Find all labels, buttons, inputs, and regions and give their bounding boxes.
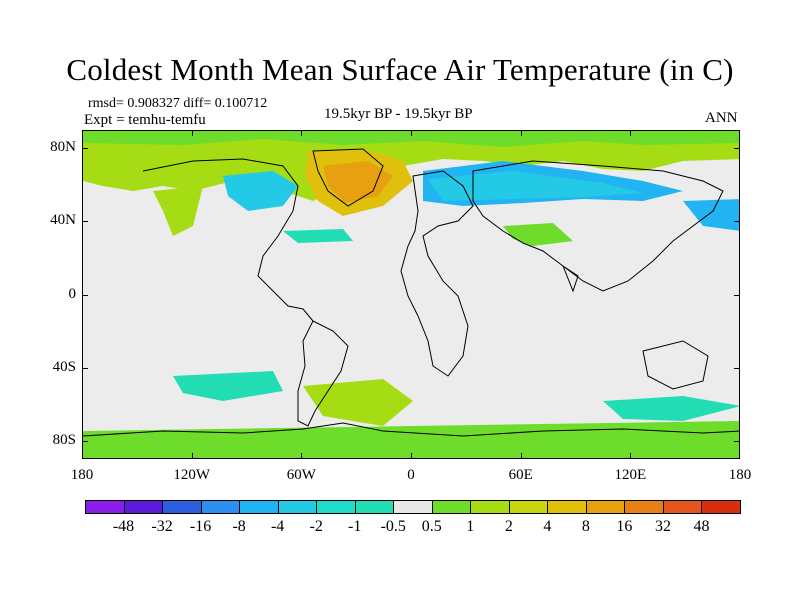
colorbar-label: -1 xyxy=(348,518,362,535)
colorbar-swatch xyxy=(277,500,318,514)
y-tick-label: 80S xyxy=(52,431,76,448)
y-tick-mark xyxy=(734,148,740,150)
anomaly-field xyxy=(83,131,739,458)
y-tick-mark xyxy=(734,294,740,296)
colorbar-label: 0.5 xyxy=(421,518,442,535)
x-tick-mark xyxy=(630,130,632,136)
colorbar-swatch xyxy=(701,500,741,514)
y-tick-mark xyxy=(734,367,740,369)
x-tick-mark xyxy=(301,453,303,459)
colorbar xyxy=(85,500,741,516)
rmsd-diff-stats: rmsd= 0.908327 diff= 0.100712 xyxy=(88,96,268,111)
colorbar-label: 2 xyxy=(504,518,513,535)
colorbar-label: 48 xyxy=(693,518,710,535)
colorbar-swatch xyxy=(508,500,549,514)
colorbar-swatch xyxy=(662,500,703,514)
x-tick-mark xyxy=(411,453,412,459)
colorbar-swatch xyxy=(431,500,472,514)
colorbar-swatch xyxy=(547,500,587,514)
colorbar-swatch xyxy=(470,500,510,514)
map-plot-area xyxy=(82,130,740,459)
colorbar-swatch xyxy=(123,500,164,514)
colorbar-label: 8 xyxy=(581,518,590,535)
colorbar-swatch xyxy=(624,500,664,514)
colorbar-label: 1 xyxy=(466,518,475,535)
colorbar-swatch xyxy=(585,500,626,514)
colorbar-label: -0.5 xyxy=(380,518,406,535)
colorbar-label: -16 xyxy=(189,518,212,535)
y-tick-mark xyxy=(82,148,88,150)
x-tick-mark xyxy=(82,130,83,136)
y-tick-label: 80N xyxy=(50,139,76,156)
x-tick-label: 120E xyxy=(614,467,647,483)
x-tick-mark xyxy=(630,453,632,459)
x-tick-label: 60W xyxy=(286,467,316,483)
colorbar-label: -8 xyxy=(232,518,246,535)
colorbar-swatch xyxy=(162,500,202,514)
y-tick-mark xyxy=(82,221,88,223)
x-tick-label: 60E xyxy=(508,467,533,483)
map-title: Coldest Month Mean Surface Air Temperatu… xyxy=(66,52,734,87)
x-tick-label: 120W xyxy=(173,467,210,483)
season-label: ANN xyxy=(705,110,738,126)
x-tick-mark xyxy=(520,453,522,459)
colorbar-swatch xyxy=(316,500,356,514)
y-tick-mark xyxy=(82,294,88,296)
y-tick-label: 40N xyxy=(50,212,76,229)
map-svg xyxy=(83,131,739,458)
y-tick-mark xyxy=(734,440,740,442)
colorbar-swatch xyxy=(85,500,125,514)
colorbar-swatch xyxy=(239,500,279,514)
colorbar-label: -32 xyxy=(151,518,173,535)
x-tick-label: 180 xyxy=(70,467,94,483)
coastlines xyxy=(83,148,739,437)
x-tick-mark xyxy=(82,453,83,459)
x-tick-mark xyxy=(411,130,412,136)
y-tick-label: 40S xyxy=(52,358,76,375)
y-tick-mark xyxy=(82,440,88,442)
colorbar-swatch xyxy=(200,500,241,514)
colorbar-swatch xyxy=(393,500,433,514)
colorbar-label: 32 xyxy=(654,518,671,535)
x-tick-mark xyxy=(191,130,193,136)
x-tick-mark xyxy=(520,130,522,136)
colorbar-label: 4 xyxy=(543,518,552,535)
y-tick-label: 0 xyxy=(68,285,77,302)
period-label: 19.5kyr BP - 19.5kyr BP xyxy=(324,106,473,122)
x-tick-label: 180 xyxy=(728,467,752,483)
x-tick-mark xyxy=(301,130,303,136)
colorbar-label: -2 xyxy=(309,518,323,535)
x-tick-mark xyxy=(739,130,740,136)
colorbar-label: 16 xyxy=(616,518,633,535)
y-tick-mark xyxy=(734,221,740,223)
x-tick-label: 0 xyxy=(407,467,415,483)
y-tick-mark xyxy=(82,367,88,369)
experiment-label: Expt = temhu-temfu xyxy=(84,112,206,128)
colorbar-label: -4 xyxy=(270,518,285,535)
x-tick-mark xyxy=(191,453,193,459)
x-tick-mark xyxy=(739,453,740,459)
colorbar-swatch xyxy=(354,500,395,514)
colorbar-label: -48 xyxy=(112,518,135,535)
